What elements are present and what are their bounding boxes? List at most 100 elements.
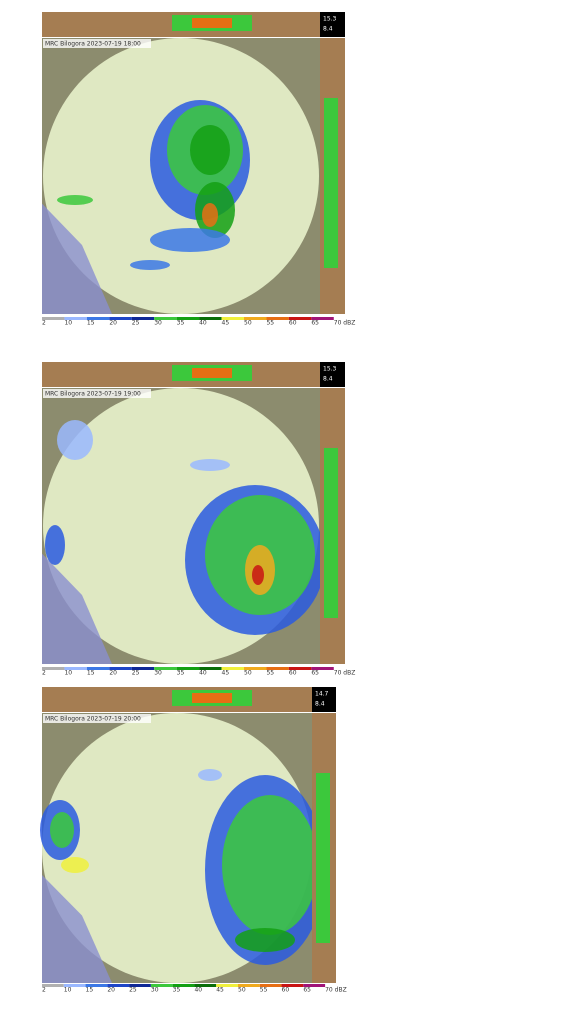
colorbar-segment bbox=[42, 317, 65, 320]
radar-echo bbox=[202, 203, 218, 227]
colorbar-label: 15 bbox=[86, 987, 94, 994]
colorbar-label: 20 bbox=[109, 670, 117, 677]
colorbar-label: 50 bbox=[238, 987, 246, 994]
colorbar-segment bbox=[86, 667, 110, 670]
colorbar-segment bbox=[288, 317, 312, 320]
side-label: 8.4 bbox=[323, 376, 333, 383]
colorbar-segment bbox=[288, 667, 312, 670]
side-echo bbox=[324, 98, 338, 268]
colorbar-segment bbox=[64, 317, 87, 320]
radar-echo bbox=[190, 459, 230, 471]
colorbar-segment bbox=[154, 667, 177, 670]
colorbar-label: 30 bbox=[151, 987, 159, 994]
panel-title: MRC Bilogora 2023-07-19 18:00 bbox=[45, 41, 141, 48]
side-box bbox=[320, 12, 345, 37]
colorbar-segment bbox=[221, 667, 244, 670]
side-label: 8.4 bbox=[315, 701, 325, 708]
colorbar-label: 50 bbox=[244, 320, 252, 327]
colorbar-label: 25 bbox=[132, 670, 140, 677]
colorbar-segment bbox=[199, 317, 222, 320]
colorbar-label: 55 bbox=[266, 670, 274, 677]
side-label: 15.3 bbox=[323, 366, 337, 373]
radar-echo bbox=[45, 525, 65, 565]
colorbar-segment bbox=[131, 317, 155, 320]
colorbar-segment bbox=[154, 317, 177, 320]
colorbar-label: 15 bbox=[87, 320, 95, 327]
colorbar-label: 35 bbox=[177, 320, 185, 327]
colorbar-label: 65 bbox=[311, 320, 319, 327]
colorbar-label: 25 bbox=[129, 987, 137, 994]
coastline bbox=[42, 553, 112, 664]
colorbar-label: 55 bbox=[260, 987, 268, 994]
colorbar-segment bbox=[42, 984, 64, 987]
colorbar-label: 35 bbox=[173, 987, 181, 994]
colorbar-segment bbox=[266, 667, 289, 670]
title-box bbox=[43, 389, 151, 398]
radar-echo bbox=[57, 420, 93, 460]
colorbar-segment bbox=[238, 984, 260, 987]
colorbar-segment bbox=[131, 667, 155, 670]
colorbar-label: 30 bbox=[154, 670, 162, 677]
radar-echo bbox=[222, 795, 318, 935]
colorbar-segment bbox=[176, 667, 200, 670]
colorbar-label: 10 bbox=[64, 320, 72, 327]
radar-echo bbox=[57, 195, 93, 205]
colorbar-segment bbox=[63, 984, 86, 987]
colorbar-label: 45 bbox=[222, 670, 230, 677]
top-echo-core bbox=[192, 368, 232, 378]
colorbar-label: 10 bbox=[64, 987, 72, 994]
colorbar-segment bbox=[194, 984, 217, 987]
colorbar-label: 60 bbox=[289, 670, 297, 677]
side-label: 8.4 bbox=[323, 26, 333, 33]
colorbar-segment bbox=[216, 984, 238, 987]
colorbar-segment bbox=[221, 317, 244, 320]
radar-echo bbox=[50, 812, 74, 848]
top-echo-core bbox=[192, 693, 232, 703]
colorbar-label: 2 bbox=[42, 320, 46, 327]
colorbar-segment bbox=[259, 984, 282, 987]
colorbar-label: 25 bbox=[132, 320, 140, 327]
colorbar-segment bbox=[311, 317, 334, 320]
radar-echo bbox=[130, 260, 170, 270]
colorbar-label: 40 bbox=[199, 670, 207, 677]
colorbar-label: 50 bbox=[244, 670, 252, 677]
radar-echo bbox=[61, 857, 89, 873]
colorbar-segment bbox=[109, 317, 132, 320]
colorbar-label: 2 bbox=[42, 670, 46, 677]
colorbar-segment bbox=[199, 667, 222, 670]
colorbar-segment bbox=[303, 984, 326, 987]
colorbar-label: 55 bbox=[266, 320, 274, 327]
colorbar-label: 20 bbox=[107, 987, 115, 994]
colorbar-segment bbox=[244, 667, 267, 670]
title-box bbox=[43, 39, 151, 48]
colorbar-segment bbox=[311, 667, 334, 670]
side-label: 14.7 bbox=[315, 691, 329, 698]
coastline bbox=[42, 203, 112, 314]
radar-echo bbox=[150, 228, 230, 252]
colorbar-segment bbox=[85, 984, 108, 987]
colorbar-label: 65 bbox=[311, 670, 319, 677]
colorbar-segment bbox=[244, 317, 267, 320]
title-box bbox=[43, 714, 151, 723]
colorbar-label: 35 bbox=[177, 670, 185, 677]
colorbar-segment bbox=[107, 984, 130, 987]
coastline bbox=[42, 875, 112, 983]
colorbar-segment bbox=[266, 317, 289, 320]
colorbar-segment bbox=[172, 984, 195, 987]
colorbar-label: 20 bbox=[109, 320, 117, 327]
colorbar-label: 70 dBZ bbox=[325, 987, 347, 994]
colorbar-segment bbox=[86, 317, 110, 320]
radar-echo bbox=[252, 565, 264, 585]
colorbar-segment bbox=[129, 984, 151, 987]
colorbar-label: 45 bbox=[222, 320, 230, 327]
colorbar-label: 40 bbox=[194, 987, 202, 994]
colorbar-label: 70 dBZ bbox=[334, 670, 356, 677]
colorbar-segment bbox=[109, 667, 132, 670]
side-echo bbox=[324, 448, 338, 618]
colorbar-label: 65 bbox=[303, 987, 311, 994]
colorbar-label: 70 dBZ bbox=[334, 320, 356, 327]
colorbar-label: 60 bbox=[282, 987, 290, 994]
colorbar-label: 45 bbox=[216, 987, 224, 994]
colorbar-segment bbox=[176, 317, 200, 320]
side-box bbox=[320, 362, 345, 387]
